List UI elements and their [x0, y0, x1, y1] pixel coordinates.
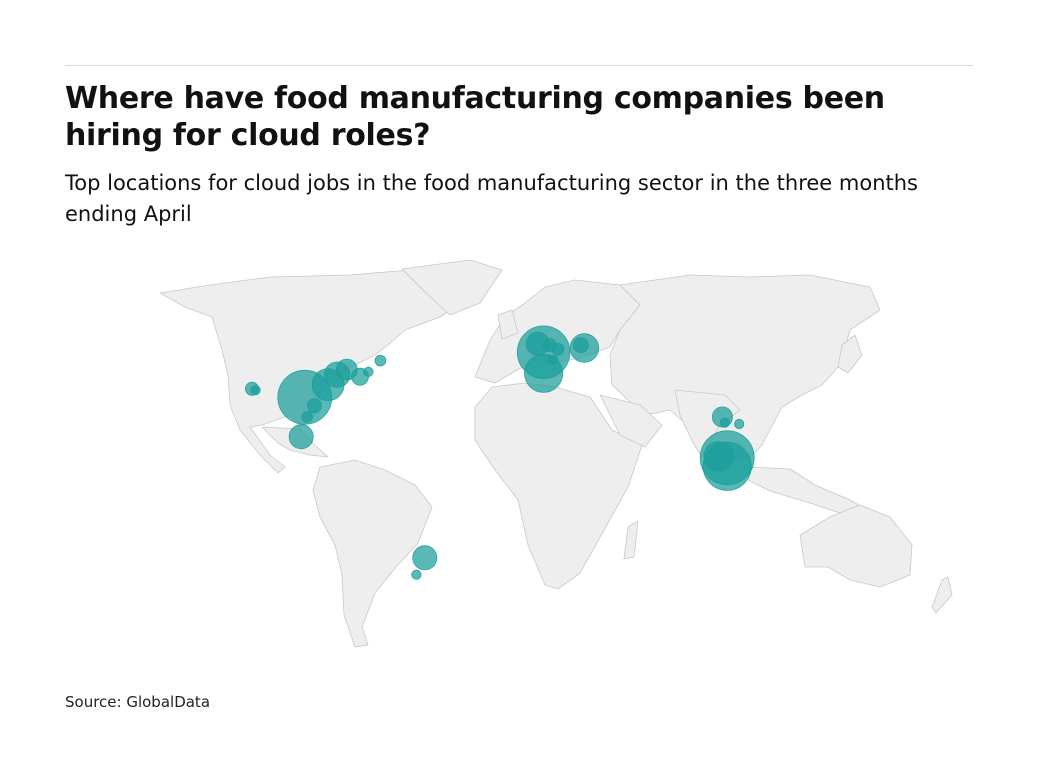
land-madagascar	[623, 520, 639, 560]
location-bubble	[363, 366, 374, 378]
land-arabia	[599, 394, 663, 448]
land-layer	[159, 259, 953, 648]
land-australia	[799, 504, 913, 588]
location-bubble	[301, 411, 314, 423]
location-bubble	[572, 337, 589, 354]
land-greenland	[401, 259, 503, 316]
location-bubble	[411, 569, 422, 580]
location-bubble	[719, 417, 730, 428]
location-bubble	[288, 424, 314, 450]
location-bubble	[734, 418, 745, 430]
land-south-america	[312, 459, 433, 648]
land-new-zealand	[931, 576, 953, 614]
location-bubble	[548, 354, 559, 365]
land-southeast-asia	[747, 466, 863, 514]
land-japan	[837, 334, 863, 374]
bubble-layer	[245, 325, 755, 580]
location-bubble	[250, 385, 261, 396]
location-bubble	[306, 398, 322, 414]
location-bubble	[551, 343, 565, 356]
source-note: Source: GlobalData	[65, 693, 211, 711]
page-title: Where have food manufacturing companies …	[65, 81, 885, 153]
location-bubble	[374, 354, 387, 367]
location-bubble	[412, 545, 438, 571]
land-british-isles	[497, 309, 519, 340]
page-subtitle: Top locations for cloud jobs in the food…	[65, 171, 918, 226]
world-map	[159, 259, 953, 648]
top-rule	[65, 65, 973, 66]
location-bubble	[703, 441, 735, 472]
